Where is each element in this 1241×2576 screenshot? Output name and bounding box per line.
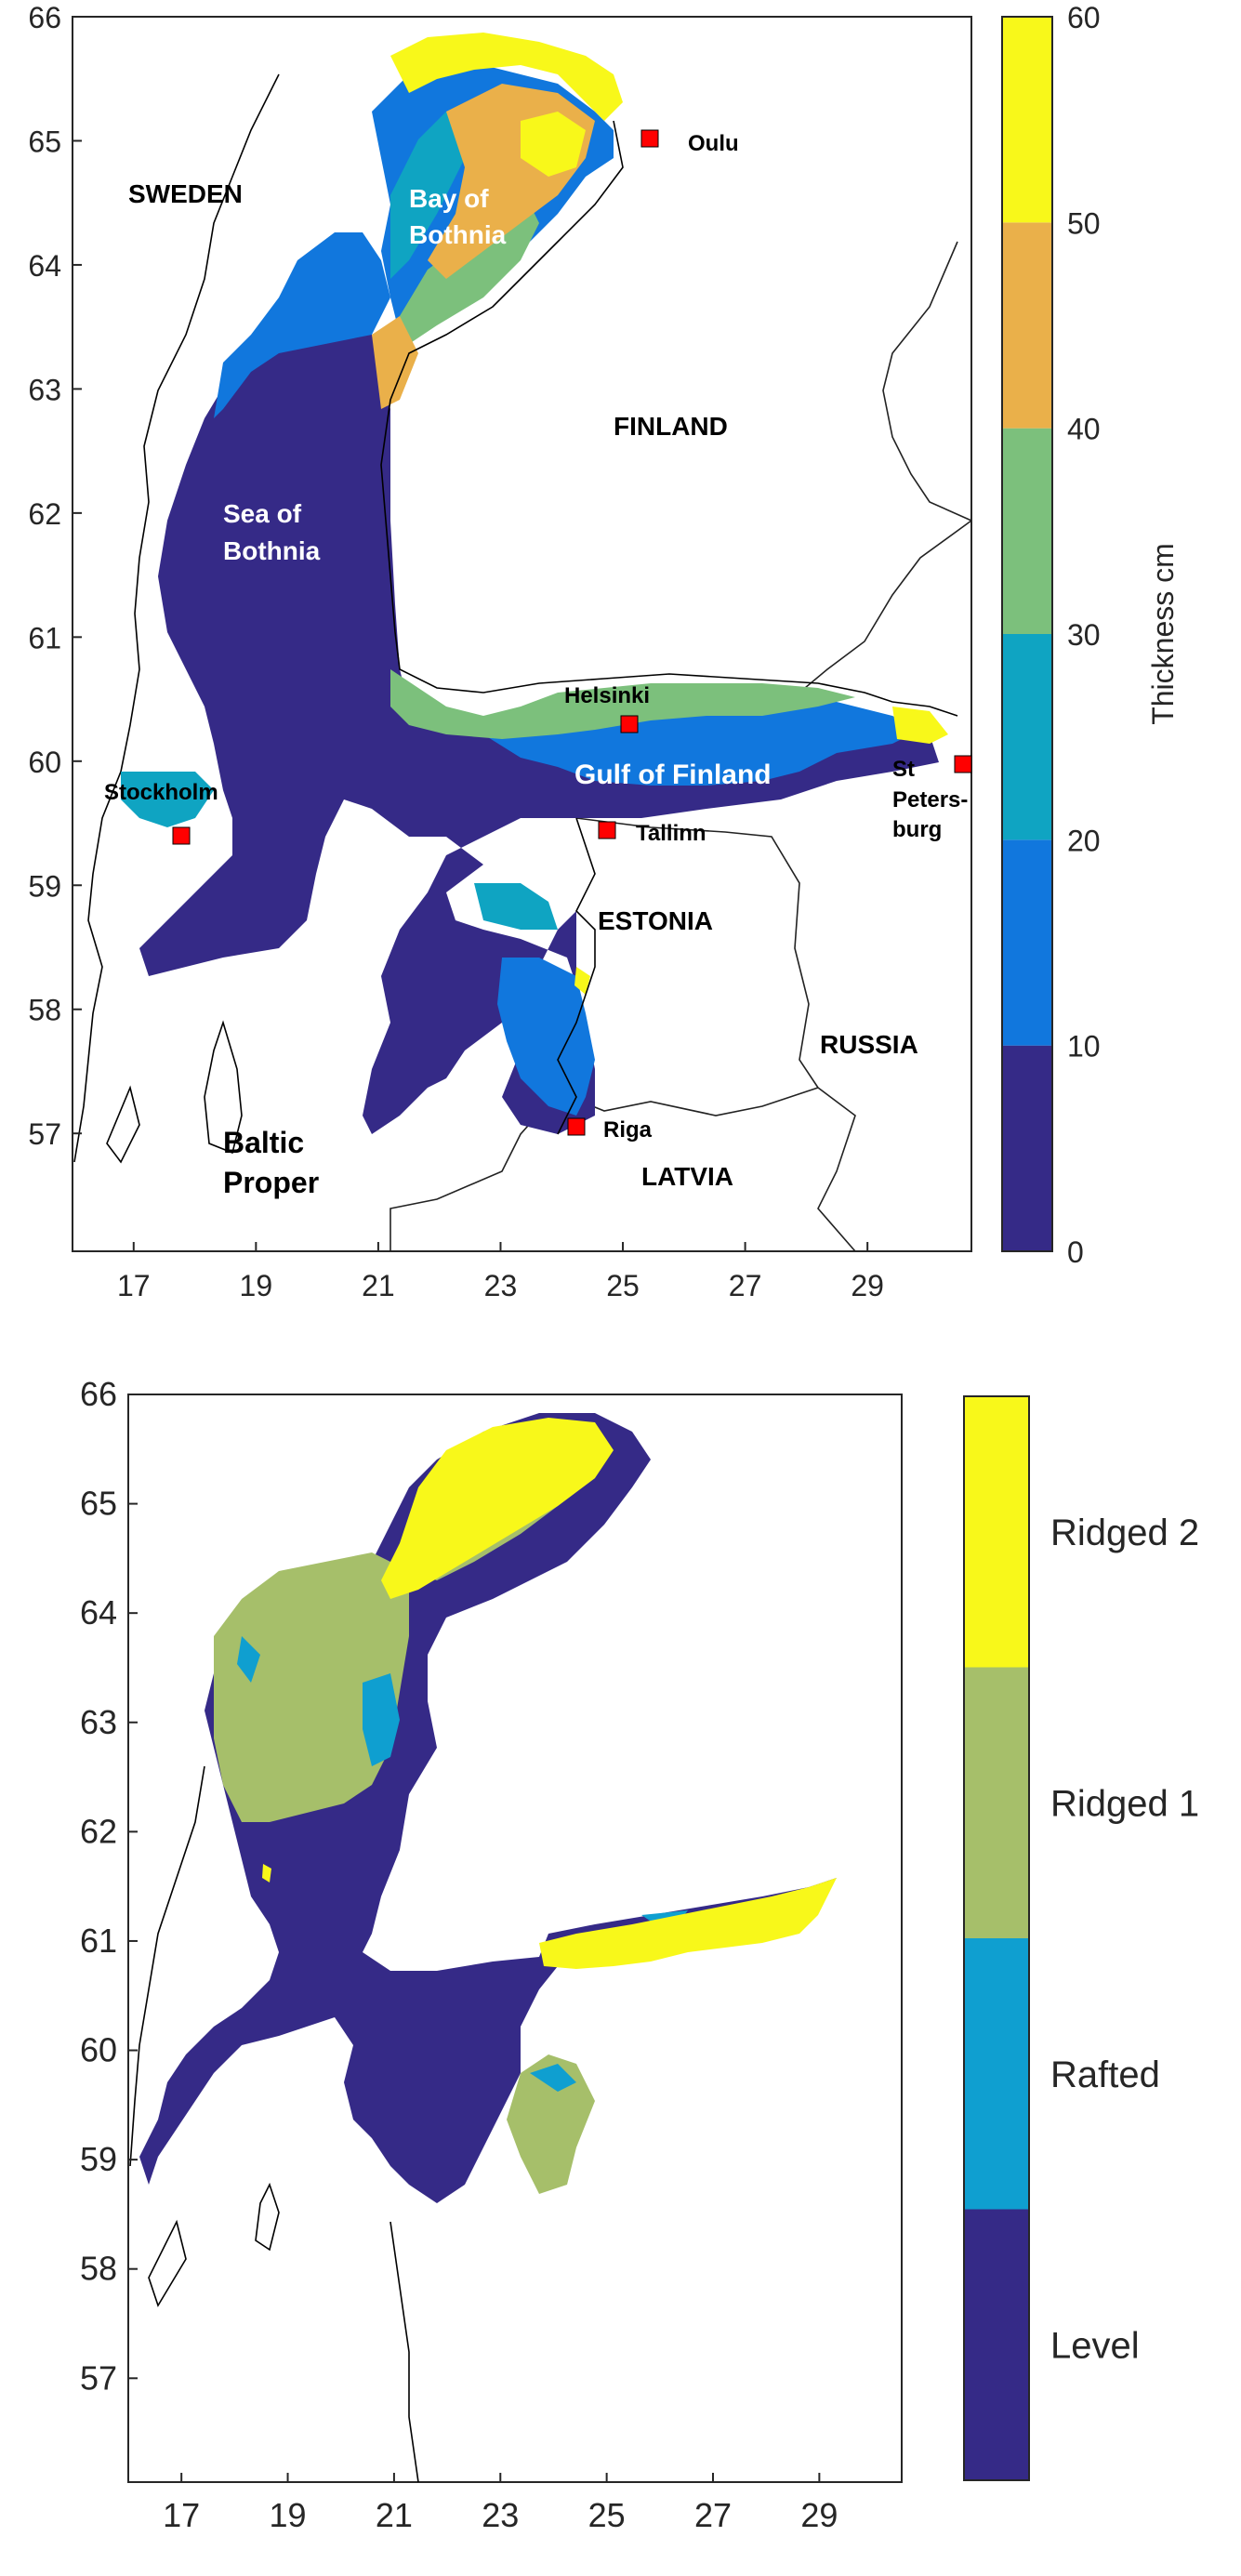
label-baltic-proper-1: Baltic (223, 1126, 304, 1159)
city-marker-stpetersburg (954, 755, 972, 773)
city-marker-tallinn (598, 821, 616, 839)
x-tick-label: 27 (729, 1269, 762, 1302)
label-finland: FINLAND (614, 412, 728, 441)
label-oulu: Oulu (688, 131, 739, 156)
y-tick-label: 58 (80, 2250, 117, 2288)
y-tick-label: 62 (28, 497, 61, 531)
y-tick-label: 58 (28, 994, 61, 1027)
colorbar-segment (964, 2209, 1029, 2480)
colorbar-segment (1002, 1045, 1052, 1251)
label-tallinn: Tallinn (636, 821, 706, 846)
colorbar-tick-label: 10 (1067, 1030, 1101, 1063)
label-stockholm: Stockholm (104, 780, 218, 805)
label-bay-of-bothnia-2: Bothnia (409, 220, 507, 249)
x-tick-label: 17 (163, 2496, 200, 2534)
x-tick-label: 29 (800, 2496, 838, 2534)
colorbar-tick-label: 40 (1067, 413, 1101, 446)
top-x-axis: 17 19 21 23 25 27 29 (117, 1242, 884, 1302)
x-tick-label: 25 (606, 1269, 640, 1302)
label-baltic-proper-2: Proper (223, 1166, 319, 1199)
y-tick-label: 57 (80, 2358, 117, 2397)
city-marker-riga (567, 1117, 586, 1136)
colorbar-top: 0 10 20 30 40 50 60 Thickness cm (1001, 1, 1180, 1269)
x-tick-label: 29 (851, 1269, 884, 1302)
y-tick-label: 59 (80, 2140, 117, 2178)
colorbar-tick-label: 30 (1067, 618, 1101, 652)
y-tick-label: 64 (28, 249, 61, 283)
colorbar-category-label: Level (1050, 2325, 1140, 2366)
colorbar-segment (1002, 428, 1052, 634)
city-marker-stockholm (172, 826, 191, 845)
city-marker-helsinki (620, 715, 639, 733)
colorbar-tick-label: 50 (1067, 206, 1101, 240)
colorbar-segment (964, 1396, 1029, 1668)
x-tick-label: 23 (482, 2496, 519, 2534)
y-tick-label: 66 (28, 1, 61, 34)
x-tick-label: 21 (362, 1269, 395, 1302)
y-tick-label: 62 (80, 1812, 117, 1850)
label-estonia: ESTONIA (598, 906, 713, 935)
x-tick-label: 19 (270, 2496, 307, 2534)
x-tick-label: 21 (376, 2496, 413, 2534)
y-tick-label: 59 (28, 869, 61, 903)
y-tick-label: 61 (28, 621, 61, 654)
colorbar-tick-label: 20 (1067, 824, 1101, 857)
label-riga: Riga (603, 1117, 653, 1143)
map-bottom: 17 19 21 23 25 27 29 57 58 59 60 61 62 63 64 65 66 (80, 1375, 903, 2534)
y-tick-label: 57 (28, 1117, 61, 1151)
colorbar-segment (1002, 839, 1052, 1046)
colorbar-category-label: Ridged 1 (1050, 1783, 1199, 1824)
map-top: SWEDEN FINLAND ESTONIA RUSSIA LATVIA Bay… (28, 1, 972, 1302)
colorbar-category-label: Rafted (1050, 2054, 1160, 2095)
x-tick-label: 19 (240, 1269, 273, 1302)
y-tick-label: 66 (80, 1375, 117, 1413)
colorbar-segment (964, 1938, 1029, 2210)
colorbar-segment (1002, 17, 1052, 223)
label-russia: RUSSIA (820, 1030, 918, 1059)
y-tick-label: 63 (80, 1703, 117, 1741)
city-marker-oulu (640, 129, 659, 148)
label-sea-of-bothnia-1: Sea of (223, 499, 302, 528)
label-helsinki: Helsinki (564, 683, 650, 708)
y-tick-label: 65 (28, 125, 61, 158)
colorbar-segment (964, 1667, 1029, 1938)
y-tick-label: 65 (80, 1485, 117, 1523)
colorbar-label: Thickness cm (1146, 543, 1180, 725)
top-y-axis: 57 58 59 60 61 62 63 64 65 66 (28, 1, 82, 1151)
label-stpetersburg-1: St (892, 757, 915, 782)
y-tick-label: 60 (28, 746, 61, 779)
bottom-y-axis: 57 58 59 60 61 62 63 64 65 66 (80, 1375, 138, 2397)
colorbar-bottom: Level Rafted Ridged 1 Ridged 2 (963, 1395, 1199, 2481)
colorbar-segment (1002, 634, 1052, 840)
colorbar-tick-label: 0 (1067, 1235, 1084, 1269)
label-sweden: SWEDEN (128, 179, 243, 208)
label-sea-of-bothnia-2: Bothnia (223, 536, 321, 565)
label-latvia: LATVIA (641, 1162, 733, 1191)
colorbar-tick-label: 60 (1067, 1, 1101, 34)
y-tick-label: 63 (28, 373, 61, 406)
x-tick-label: 25 (588, 2496, 626, 2534)
x-tick-label: 17 (117, 1269, 151, 1302)
label-stpetersburg-2: Peters- (892, 787, 968, 812)
label-bay-of-bothnia-1: Bay of (409, 184, 489, 213)
bottom-x-axis: 17 19 21 23 25 27 29 (163, 2473, 838, 2534)
colorbar-segment (1002, 222, 1052, 429)
y-tick-label: 64 (80, 1593, 117, 1631)
label-gulf-of-finland: Gulf of Finland (574, 760, 772, 790)
colorbar-category-label: Ridged 2 (1050, 1513, 1199, 1553)
x-tick-label: 27 (694, 2496, 732, 2534)
y-tick-label: 61 (80, 1922, 117, 1960)
y-tick-label: 60 (80, 2031, 117, 2069)
label-stpetersburg-3: burg (892, 817, 942, 842)
x-tick-label: 23 (484, 1269, 518, 1302)
